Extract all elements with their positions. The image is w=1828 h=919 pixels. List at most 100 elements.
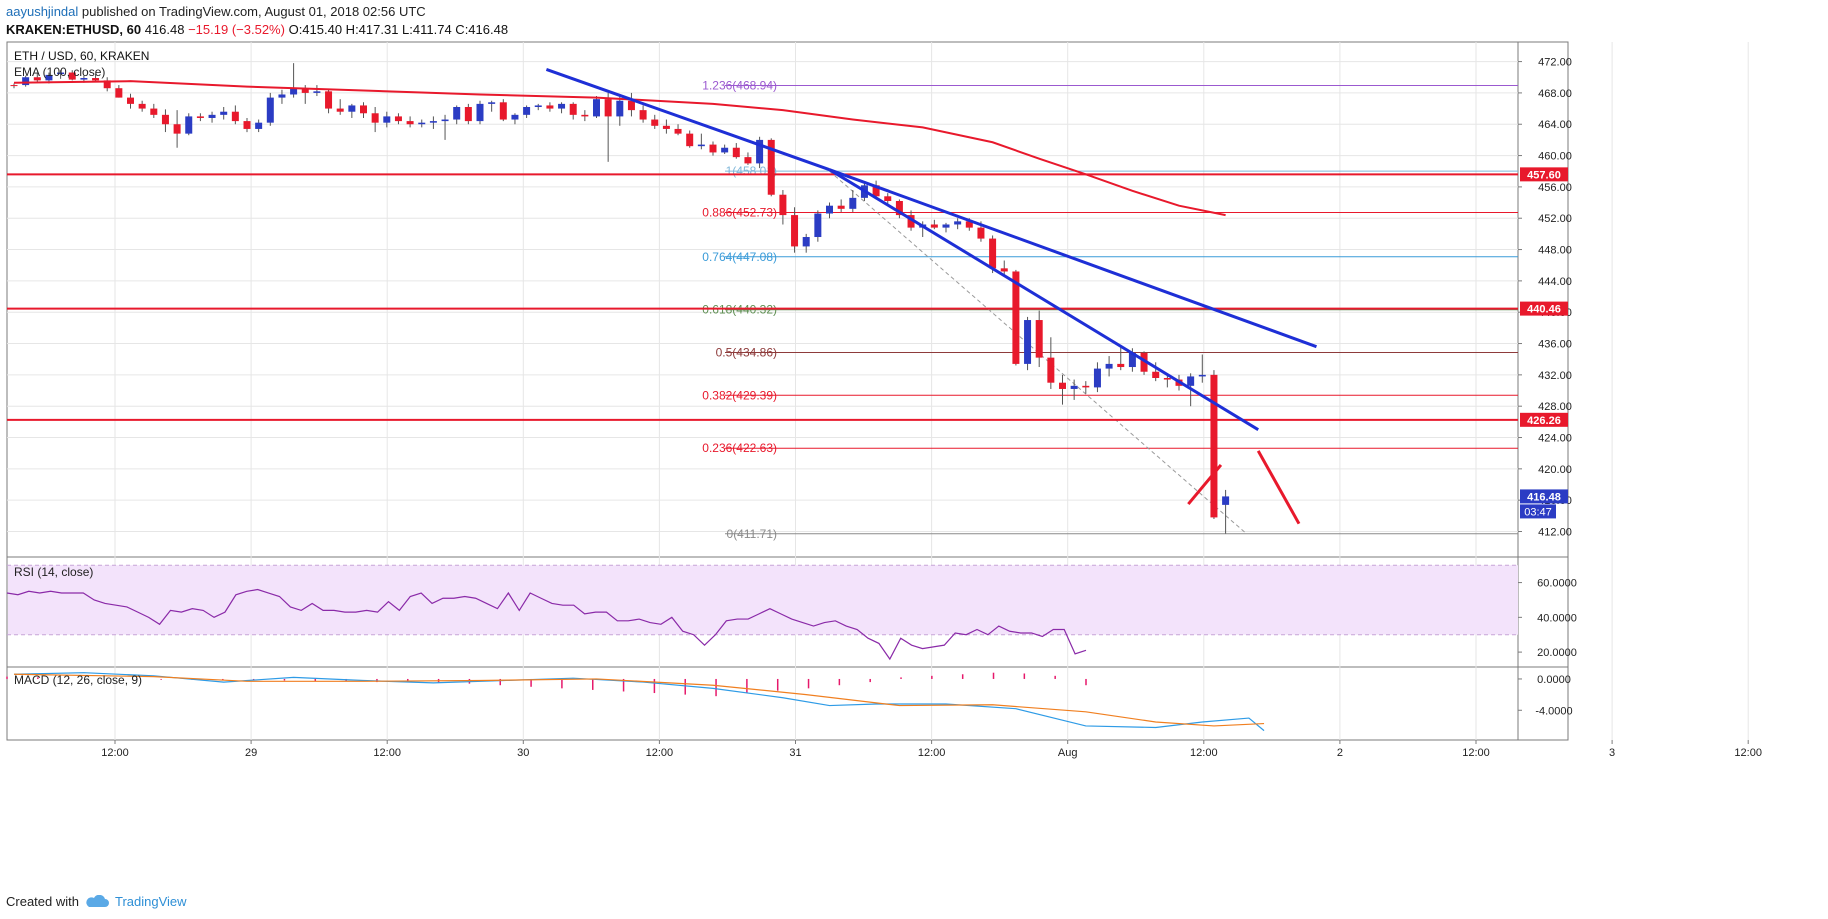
candle-body [895,200,903,216]
candle-body [476,103,484,122]
x-tick-label: 3 [1609,747,1615,759]
price-chart[interactable]: 1.236(468.94)1(458.01)0.886(452.73)0.764… [0,40,1828,890]
y-tick-label: 432.00 [1538,370,1572,382]
y-tick-label: 424.00 [1538,433,1572,445]
candle-body [872,185,880,197]
candle-body [115,88,123,98]
candle-body [406,121,414,125]
candle-body [150,108,158,115]
x-tick-label: Aug [1058,747,1078,759]
bearish-trendline [545,67,831,172]
candle-body [907,215,915,228]
candle-body [1105,363,1113,369]
tradingview-cloud-icon [86,894,109,907]
level-price-label: 457.60 [1527,169,1561,181]
candle-body [814,213,822,238]
footer: Created with TradingView [6,894,187,909]
time-axis[interactable]: 12:00 29 12:00 30 12:00 31 12:00 Aug 12:00 2 12:00… [101,740,1762,759]
y-tick-label: 420.00 [1538,464,1572,476]
y-tick-label: 460.00 [1538,151,1572,163]
horizontal-levels[interactable] [7,173,1518,421]
chart-frame [6,41,1569,741]
last-price-tag [1520,489,1568,504]
x-tick-label: 29 [245,747,257,759]
trendlines[interactable] [545,67,1317,525]
y-tick-label: 468.00 [1538,88,1572,100]
fibonacci-retracement[interactable]: 1.236(468.94)1(458.01)0.886(452.73)0.764… [702,79,1518,541]
candle-body [1210,374,1218,518]
candle-body [558,103,566,109]
candle-body [313,91,321,93]
candle-body [10,85,18,87]
candle-body [127,97,134,104]
candle-body [802,237,810,247]
x-tick-label: 31 [789,747,801,759]
x-tick-label: 2 [1337,747,1343,759]
candle-body [1128,352,1136,368]
tradingview-brand[interactable]: TradingView [114,894,187,909]
candle-body [627,100,635,111]
candle-body [394,116,402,122]
y-tick-label: 444.00 [1538,276,1572,288]
projection-arrow [1256,450,1301,525]
candle-body [604,99,612,117]
candle-body [1163,377,1171,380]
fib-level-label: 0.886(452.73) [702,206,777,220]
ema-line [13,80,1226,217]
fib-level-label: 0(411.71) [727,527,777,541]
candle-body [674,128,682,134]
candle-body [371,113,379,123]
candle-body [464,107,472,122]
countdown-tag [1520,504,1556,519]
candle-body [686,133,694,147]
x-tick-label: 12:00 [101,747,129,759]
y-tick-label: 472.00 [1538,57,1572,69]
candle-body [1082,385,1090,388]
x-tick-label: 12:00 [1462,747,1490,759]
candle-body [709,144,717,153]
bearish-trendline [828,168,1259,431]
candles [10,63,1230,534]
fib-level-label: 0.618(440.32) [702,303,777,317]
macd-line [13,672,1265,732]
candle-body [325,91,333,109]
candle-body [1035,320,1043,358]
candle-body [977,227,985,239]
candle-body [266,97,274,123]
fib-level-label: 0.764(447.08) [702,250,777,264]
candle-body [965,221,973,228]
price-axis[interactable]: 472.00 468.00 464.00 460.00 456.00 452.00 448.… [1518,57,1572,539]
candle-body [837,205,845,209]
fib-level-label: 0.5(434.86) [716,345,777,359]
candle-body [1024,320,1032,364]
fib-level-label: 0.382(429.39) [702,388,777,402]
candle-body [45,74,53,81]
rsi-tick-label: 60.0000 [1537,578,1577,590]
candle-body [1187,376,1195,386]
candle-body [1070,385,1078,389]
candle-body [196,116,204,118]
candle-body [301,88,309,93]
fib-level-label: 0.236(422.63) [702,441,777,455]
macd-pane: 0.0000 -4.0000 [6,672,1573,732]
candle-body [697,144,705,147]
candle-body [231,111,239,122]
countdown-label: 03:47 [1524,506,1552,518]
candle-body [453,107,461,120]
candle-body [360,105,367,114]
y-tick-label: 456.00 [1538,182,1572,194]
macd-signal-line [13,673,1265,727]
candle-body [569,103,577,115]
author-link[interactable]: aayushjindal [6,4,79,19]
last-price: 416.48 [144,22,185,37]
macd-tick-label: -4.0000 [1535,705,1572,717]
candle-body [138,103,146,109]
candle-body [989,238,997,269]
macd-tick-label: 0.0000 [1537,674,1571,686]
candle-body [581,114,589,117]
candle-body [243,121,251,129]
symbol-line: KRAKEN:ETHUSD, 60 416.48 −15.19 (−3.52%)… [6,22,508,37]
candle-body [593,99,600,117]
fib-level-label: 1.236(468.94) [702,79,777,93]
level-price-label: 426.26 [1527,415,1561,427]
